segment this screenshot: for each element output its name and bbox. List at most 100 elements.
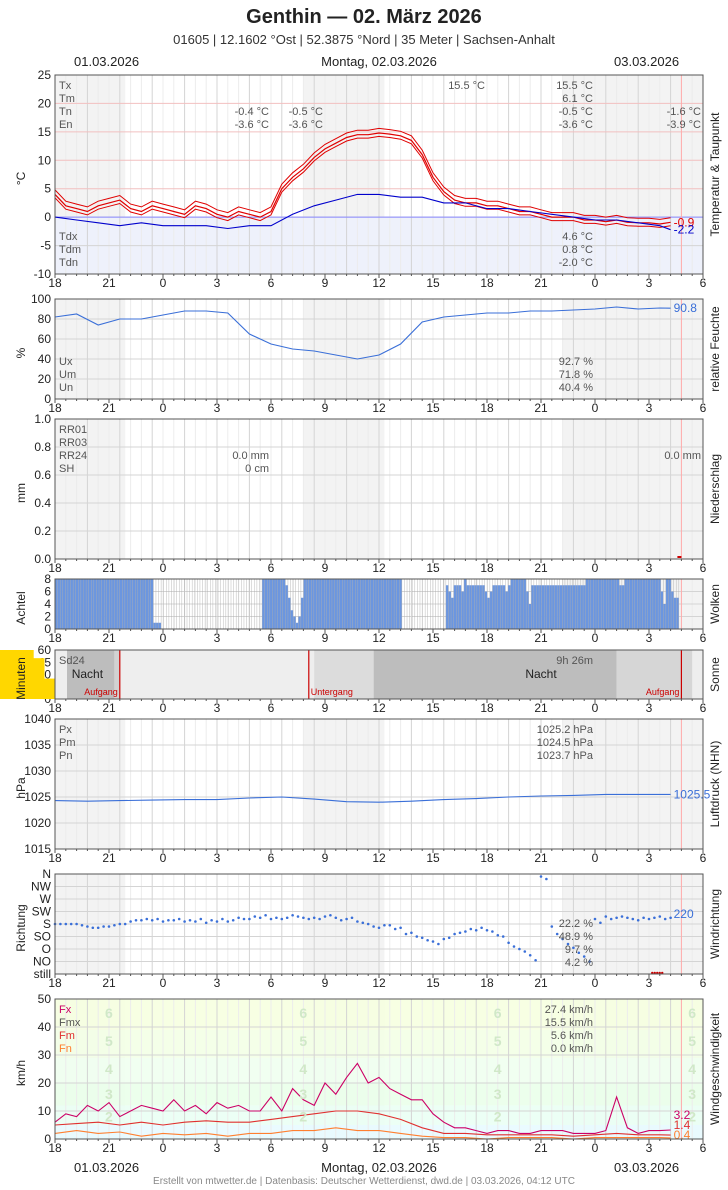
temperature-x-tick: 9: [322, 276, 329, 290]
clouds-y-tick: 4: [44, 597, 51, 611]
cloud-bar: [671, 591, 674, 629]
wind-dir-point: [572, 946, 575, 950]
cloud-bar: [293, 616, 296, 629]
wind-dir-point: [447, 936, 451, 940]
cloud-bar: [627, 579, 630, 629]
temperature-legend: Tdx: [59, 231, 78, 243]
wind-dir-point: [615, 916, 618, 920]
wind_speed-x-tick: 3: [646, 1141, 653, 1155]
precipitation-x-tick: 12: [372, 561, 386, 575]
wind-dir-point: [242, 917, 246, 921]
wind-dir-point: [404, 932, 408, 936]
humidity-legend: Um: [59, 369, 76, 381]
wind-dir-point: [156, 917, 159, 921]
cloud-bar: [130, 579, 133, 629]
wind-dir-point: [150, 918, 154, 922]
pressure-x-tick: 3: [646, 851, 653, 865]
humidity-y-tick: 0: [44, 392, 51, 406]
night-bar: [67, 650, 115, 699]
wind-dir-point: [410, 931, 413, 935]
sunshine-y-label: Minuten: [14, 657, 28, 700]
wind-dir-point: [415, 935, 419, 938]
temperature-x-tick: 6: [700, 276, 707, 290]
cloud-bar: [394, 579, 397, 629]
wind_speed-stat-label: 15.5 km/h: [545, 1017, 593, 1029]
humidity-x-tick: 6: [700, 401, 707, 415]
cloud-bar: [513, 579, 516, 629]
cloud-bar: [329, 579, 332, 629]
cloud-bar: [528, 604, 532, 629]
clouds-x-tick: 18: [480, 631, 494, 645]
date-center-bottom: Montag, 02.03.2026: [321, 1160, 437, 1175]
wind_speed-x-tick: 9: [322, 1141, 329, 1155]
clouds-y-tick: 6: [44, 585, 51, 599]
wind-dir-point: [221, 917, 224, 921]
cloud-bar: [575, 585, 578, 629]
wind-dir-point: [442, 937, 446, 941]
cloud-bar: [458, 585, 462, 629]
cloud-bar: [386, 579, 389, 629]
cloud-bar: [135, 579, 138, 629]
night-label: Nacht: [525, 667, 557, 681]
station-info: 01605 | 12.1602 °Ost | 52.3875 °Nord | 3…: [173, 32, 555, 47]
cloud-bar: [505, 591, 508, 629]
wind-dir-point: [539, 875, 543, 878]
wind-dir-point: [566, 942, 570, 946]
cloud-bar: [593, 579, 596, 629]
cloud-bar: [298, 616, 301, 629]
cloud-bar: [365, 579, 369, 629]
cloud-bar: [106, 579, 110, 629]
temp-line: [54, 132, 671, 225]
wind-dir-point: [426, 938, 429, 942]
wind_speed-x-tick: 18: [480, 1141, 494, 1155]
date-right-bottom: 03.03.2026: [614, 1160, 680, 1175]
cloud-bar: [355, 579, 358, 629]
wind-dir-category: NO: [33, 955, 51, 969]
humidity-night-shade: [303, 299, 385, 399]
sunrise-label: Aufgang: [646, 687, 680, 697]
wind_speed-y-tick: 10: [38, 1104, 52, 1118]
wind-dir-point: [204, 921, 208, 925]
pressure-x-tick: 6: [268, 851, 275, 865]
humidity-x-tick: 15: [426, 401, 440, 415]
temperature-stat-label: 6.1 °C: [562, 93, 593, 105]
sunshine-x-tick: 6: [700, 701, 707, 715]
sunshine-x-tick: 21: [102, 701, 116, 715]
temperature-x-tick: 18: [48, 276, 62, 290]
precipitation-x-tick: 21: [534, 561, 548, 575]
wind-dir-point: [269, 917, 273, 921]
cloud-bar: [606, 579, 609, 629]
wind_speed-stat-label: 27.4 km/h: [545, 1004, 593, 1016]
cloud-bar: [300, 597, 304, 629]
sunrise-label: Aufgang: [84, 687, 118, 697]
cloud-bar: [463, 579, 467, 629]
cloud-bar: [153, 622, 156, 629]
wind-dir-point: [431, 940, 435, 943]
wind-dir-point: [113, 923, 116, 927]
humidity-x-tick: 0: [160, 401, 167, 415]
wind-dir-point: [177, 917, 181, 921]
wind_direction-x-tick: 12: [372, 976, 386, 990]
wind-dir-category: NW: [31, 880, 52, 894]
wind-dir-point: [599, 921, 602, 925]
cloud-bar: [572, 585, 576, 629]
precipitation-y-label: mm: [14, 483, 28, 503]
wind-dir-point: [215, 920, 219, 923]
cloud-bar: [316, 579, 320, 629]
wind_speed-legend: Fn: [59, 1043, 72, 1055]
pressure-y-label: hPa: [14, 777, 28, 799]
temperature-stat-label: 4.6 °C: [562, 231, 593, 243]
temperature-legend: Tdn: [59, 257, 78, 269]
cloud-bar: [567, 585, 571, 629]
wind-dir-point: [167, 918, 170, 922]
sunshine-bar: [11, 650, 23, 699]
cloud-bar: [614, 579, 617, 629]
wind-dir-point: [307, 917, 311, 921]
cloud-bar: [495, 585, 498, 629]
pressure-line: [54, 793, 671, 803]
cloud-bar: [145, 579, 149, 629]
wind-dir-point: [663, 917, 667, 921]
temperature-x-tick: 3: [214, 276, 221, 290]
wind_direction-end-label: 220: [674, 907, 694, 921]
cloud-bar: [326, 579, 330, 629]
